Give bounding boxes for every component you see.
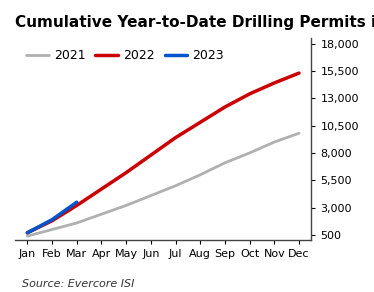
2022 — [198, 121, 202, 124]
2021 — [272, 140, 276, 144]
2021 — [198, 173, 202, 177]
2022 — [124, 171, 128, 174]
2021 — [247, 151, 252, 155]
2022 — [223, 105, 227, 109]
2022 — [173, 136, 178, 139]
2021 — [50, 228, 54, 231]
Text: Cumulative Year-to-Date Drilling Permits in the Permian: Cumulative Year-to-Date Drilling Permits… — [15, 15, 374, 30]
Line: 2021: 2021 — [27, 133, 299, 236]
2021 — [173, 184, 178, 187]
2021 — [297, 131, 301, 135]
2022 — [99, 187, 104, 191]
2022 — [74, 204, 79, 207]
2023 — [74, 200, 79, 204]
Line: 2023: 2023 — [27, 202, 77, 233]
2022 — [247, 92, 252, 96]
2021 — [25, 234, 30, 238]
2022 — [297, 71, 301, 75]
2022 — [25, 231, 30, 234]
2023 — [50, 218, 54, 221]
Line: 2022: 2022 — [27, 73, 299, 233]
2022 — [148, 153, 153, 157]
2021 — [99, 213, 104, 216]
2022 — [50, 219, 54, 223]
2021 — [148, 194, 153, 197]
2021 — [124, 204, 128, 207]
2023 — [25, 231, 30, 234]
2022 — [272, 81, 276, 85]
Legend: 2021, 2022, 2023: 2021, 2022, 2023 — [21, 44, 229, 67]
2021 — [223, 161, 227, 165]
2021 — [74, 221, 79, 225]
Text: Source: Evercore ISI: Source: Evercore ISI — [22, 279, 135, 289]
